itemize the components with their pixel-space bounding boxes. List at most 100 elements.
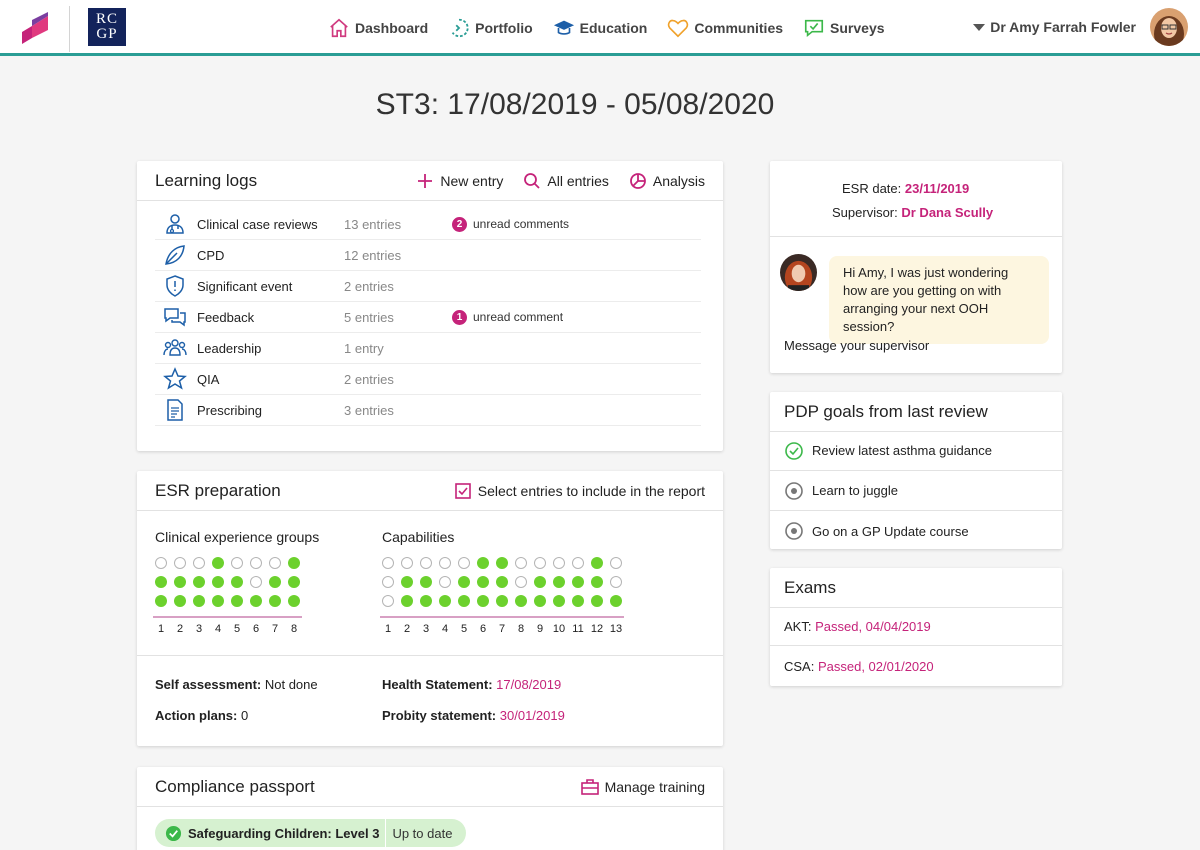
all-entries-button[interactable]: All entries [523, 172, 609, 190]
capability-dot [401, 576, 413, 588]
ceg-dot [269, 557, 281, 569]
health-statement-link[interactable]: 17/08/2019 [496, 677, 562, 692]
ceg-dot [174, 557, 186, 569]
nav-dashboard[interactable]: Dashboard [328, 16, 428, 40]
capability-dot [591, 595, 603, 607]
heart-icon [668, 19, 689, 38]
nav-portfolio[interactable]: Portfolio [448, 16, 533, 40]
log-row-significant-event[interactable]: Significant event 2 entries [155, 271, 701, 302]
probity-statement-link[interactable]: 30/01/2019 [499, 708, 565, 723]
ceg-dot [193, 595, 205, 607]
exams-card: Exams AKT: Passed, 04/04/2019 CSA: Passe… [770, 568, 1062, 686]
capability-dot [610, 595, 622, 607]
capability-dot [477, 557, 489, 569]
page-title: ST3: 17/08/2019 - 05/08/2020 [375, 88, 775, 121]
clinical-experience-groups-title: Clinical experience groups [155, 529, 320, 545]
nav-surveys[interactable]: Surveys [803, 16, 885, 40]
capability-tick-label: 9 [536, 623, 544, 635]
capability-dot [439, 595, 451, 607]
capability-dot [382, 557, 394, 569]
unread-comments[interactable]: 2 unread comments [452, 216, 569, 232]
supervisor-message: Hi Amy, I was just wondering how are you… [829, 256, 1049, 344]
ceg-tick-label: 8 [290, 623, 298, 635]
ceg-dot [269, 576, 281, 588]
manage-training-button[interactable]: Manage training [580, 778, 705, 796]
user-menu[interactable]: Dr Amy Farrah Fowler [973, 19, 1136, 35]
ceg-dot [155, 576, 167, 588]
supervisor-link[interactable]: Dr Dana Scully [901, 205, 994, 220]
plus-icon [418, 173, 433, 188]
capability-dot [572, 595, 584, 607]
user-avatar[interactable] [1150, 8, 1188, 46]
star-icon [163, 367, 187, 390]
capability-tick-label: 12 [590, 623, 604, 635]
capability-dot [458, 595, 470, 607]
log-row-leadership[interactable]: Leadership 1 entry [155, 333, 701, 364]
nav-education[interactable]: Education [553, 16, 647, 40]
ceg-dot [193, 576, 205, 588]
pie-chart-icon [629, 172, 646, 189]
nav-communities[interactable]: Communities [667, 16, 783, 40]
capability-dot [610, 557, 622, 569]
top-header: RC GP Dashboard Portfolio Education Comm… [0, 0, 1200, 56]
home-icon [330, 18, 348, 38]
ceg-tick-label: 2 [176, 623, 184, 635]
ceg-dot [250, 595, 262, 607]
exam-akt: AKT: Passed, 04/04/2019 [770, 607, 1062, 646]
capability-dot [420, 557, 432, 569]
check-circle-icon [165, 825, 182, 841]
health-statement: Health Statement: 17/08/2019 [382, 677, 562, 692]
log-row-cpd[interactable]: CPD 12 entries [155, 240, 701, 271]
capability-tick-label: 1 [384, 623, 392, 635]
ceg-dot [288, 557, 300, 569]
pdp-goal[interactable]: Go on a GP Update course [770, 511, 1062, 551]
leaf-icon [165, 245, 185, 265]
divider [770, 236, 1062, 237]
pdp-goals-card: PDP goals from last review Review latest… [770, 392, 1062, 549]
main-nav: Dashboard Portfolio Education Communitie… [328, 16, 905, 40]
ceg-dot [212, 576, 224, 588]
portfolio-icon [451, 18, 469, 38]
log-row-clinical-case-reviews[interactable]: Clinical case reviews 13 entries 2 unread… [155, 209, 701, 240]
learning-logs-header: Learning logs New entry All entries Anal… [137, 161, 723, 201]
divider [137, 655, 723, 656]
compliance-item[interactable]: Safeguarding Children: Level 3 Up to dat… [155, 819, 467, 847]
unread-comments[interactable]: 1 unread comment [452, 309, 563, 325]
capability-dot [401, 557, 413, 569]
capability-dot [515, 576, 527, 588]
search-icon [524, 172, 541, 189]
capability-dot [496, 557, 508, 569]
pdp-goal[interactable]: Learn to juggle [770, 471, 1062, 511]
capability-tick-label: 6 [479, 623, 487, 635]
capability-tick-label: 10 [552, 623, 566, 635]
check-circle-icon [785, 441, 803, 460]
capability-tick-label: 3 [422, 623, 430, 635]
analysis-button[interactable]: Analysis [629, 172, 705, 190]
shield-icon [166, 275, 184, 297]
capability-dot [496, 595, 508, 607]
clinician-icon [166, 214, 184, 234]
supervisor: Supervisor: Dr Dana Scully [832, 205, 994, 220]
compliance-passport-header: Compliance passport Manage training [137, 767, 723, 807]
checkbox-icon [454, 482, 471, 499]
capability-dot [382, 576, 394, 588]
rcgp-logo[interactable]: RC GP [88, 8, 126, 46]
document-icon [167, 399, 183, 421]
capability-dot [610, 576, 622, 588]
select-entries-button[interactable]: Select entries to include in the report [454, 482, 705, 500]
fourteen-fish-logo-icon[interactable] [18, 12, 50, 46]
ceg-dot [250, 576, 262, 588]
unread-badge: 1 [452, 309, 467, 325]
new-entry-button[interactable]: New entry [416, 172, 503, 190]
capability-dot [553, 576, 565, 588]
capability-dot [420, 576, 432, 588]
exams-header: Exams [770, 568, 1062, 608]
capability-dot [439, 557, 451, 569]
log-row-prescribing[interactable]: Prescribing 3 entries [155, 395, 701, 426]
log-row-feedback[interactable]: Feedback 5 entries 1 unread comment [155, 302, 701, 333]
logo-divider [69, 6, 70, 52]
capability-dot [534, 576, 546, 588]
pdp-goal[interactable]: Review latest asthma guidance [770, 431, 1062, 471]
log-row-qia[interactable]: QIA 2 entries [155, 364, 701, 395]
message-supervisor-link[interactable]: Message your supervisor [784, 338, 930, 353]
